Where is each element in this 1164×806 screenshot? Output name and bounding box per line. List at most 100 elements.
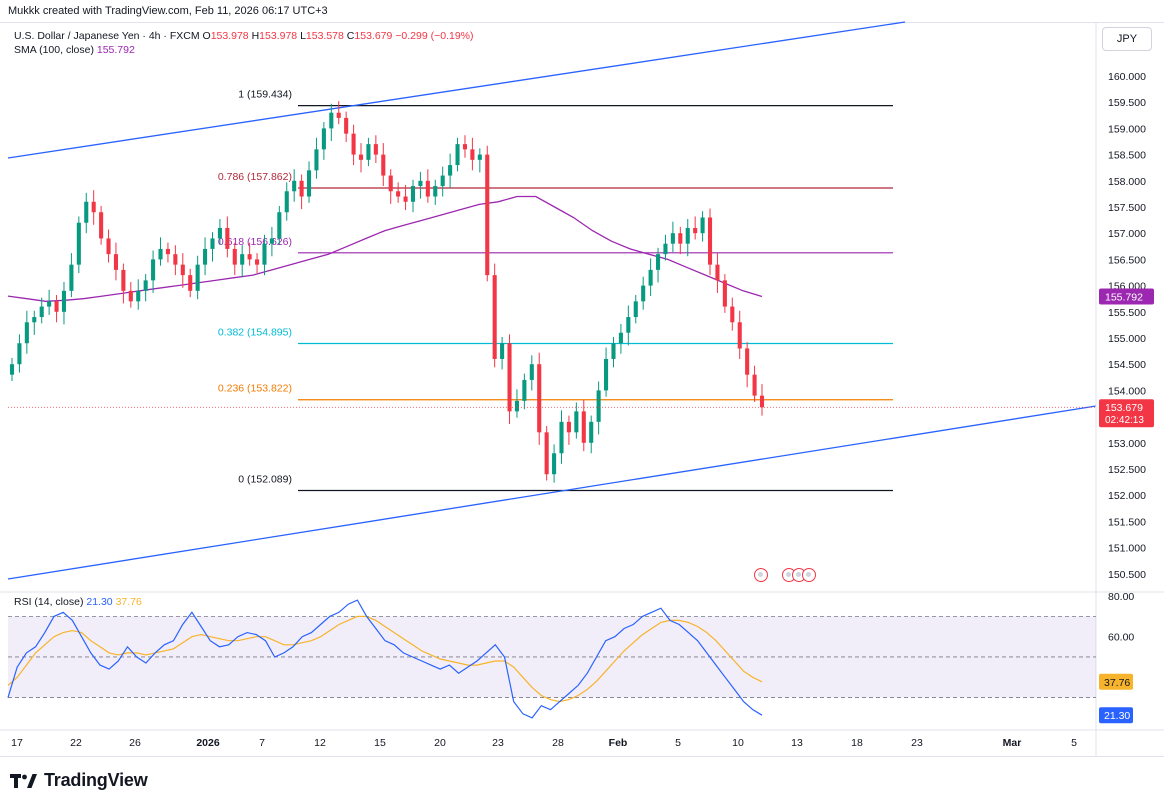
- candle: [344, 111, 349, 143]
- sma-value: 155.792: [96, 44, 135, 56]
- low-value: 153.578: [305, 30, 344, 42]
- candle-body: [329, 112, 334, 129]
- candle-body: [225, 227, 230, 249]
- candle: [633, 295, 638, 324]
- candle-body: [314, 149, 319, 171]
- candle: [17, 334, 22, 373]
- price-tick-label: 154.500: [1108, 359, 1146, 371]
- candle-body: [418, 180, 423, 187]
- candle-body: [255, 259, 260, 265]
- tradingview-logo: TradingView: [10, 770, 148, 791]
- candle: [299, 174, 304, 210]
- candle-body: [306, 170, 312, 197]
- candle: [492, 263, 497, 368]
- candle: [730, 297, 735, 331]
- time-tick-label: 23: [911, 737, 923, 749]
- candle-body: [655, 254, 661, 270]
- candle: [292, 169, 297, 202]
- rsi-label: RSI (14, close): [14, 596, 84, 608]
- candle: [32, 310, 37, 335]
- candle-body: [9, 364, 15, 375]
- candle: [336, 101, 341, 125]
- candle-body: [670, 233, 675, 244]
- time-axis[interactable]: 17 22 26 2026 7 12 15 20 23 28 Feb 5 10 13 18 23 Mar 5: [0, 729, 1164, 749]
- candle-body: [492, 275, 497, 359]
- economic-event-icons[interactable]: [754, 568, 768, 582]
- candle-body: [604, 358, 609, 391]
- price-tick-label: 155.500: [1108, 307, 1146, 319]
- candle: [522, 373, 527, 410]
- fib-retracement[interactable]: 1 (159.434)0.786 (157.862)0.618 (156.626…: [218, 89, 893, 492]
- candle: [455, 137, 460, 172]
- footer-bar: [0, 756, 1164, 806]
- candle: [321, 122, 326, 160]
- candle-body: [277, 212, 282, 239]
- trend-channel[interactable]: [7, 21, 1097, 580]
- candle-body: [188, 275, 193, 291]
- price-tick-label: 159.500: [1108, 97, 1146, 109]
- candle: [136, 279, 141, 310]
- candle-body: [745, 348, 750, 375]
- candle-body: [581, 411, 586, 443]
- candle: [752, 365, 757, 402]
- candle-body: [366, 144, 371, 160]
- time-tick-label: 26: [129, 737, 141, 749]
- candle: [507, 334, 512, 424]
- candle-body: [485, 154, 490, 276]
- candle-body: [84, 201, 89, 223]
- candle: [143, 274, 148, 302]
- candle-body: [522, 379, 527, 401]
- candle: [255, 253, 260, 274]
- price-tick-label: 156.500: [1108, 254, 1146, 266]
- candle: [173, 245, 178, 276]
- currency-button[interactable]: JPY: [1102, 27, 1152, 51]
- candle-body: [69, 264, 74, 291]
- price-tick-label: 154.000: [1108, 385, 1146, 397]
- candle-body: [240, 254, 245, 265]
- attribution-text: Mukkk created with TradingView.com, Feb …: [8, 5, 328, 17]
- tradingview-logo-icon: [10, 773, 37, 788]
- price-tick-label: 155.000: [1108, 333, 1146, 345]
- candle: [462, 135, 468, 158]
- candle: [418, 171, 423, 199]
- event-icon[interactable]: [802, 568, 816, 582]
- candle: [366, 137, 371, 167]
- candle-body: [158, 248, 163, 260]
- candle: [76, 216, 81, 274]
- candle-body: [544, 432, 549, 475]
- candle-body: [470, 149, 475, 160]
- candle-body: [321, 128, 326, 150]
- price-axis[interactable]: 160.000 159.500 159.000 158.500 158.000 157.5…: [8, 22, 1154, 756]
- candle: [722, 274, 727, 313]
- candle: [448, 153, 453, 189]
- candle-body: [633, 301, 638, 318]
- candle-body: [180, 264, 185, 276]
- candle: [121, 263, 126, 304]
- time-tick-label: 12: [314, 737, 326, 749]
- candle-body: [217, 227, 222, 239]
- candle: [529, 355, 534, 391]
- candle-body: [17, 343, 22, 365]
- candle: [47, 289, 52, 315]
- candle-body: [685, 227, 690, 244]
- candle: [552, 444, 557, 483]
- time-tick-label: 17: [11, 737, 23, 749]
- candle-body: [373, 144, 378, 155]
- event-icon[interactable]: [754, 568, 768, 582]
- open-value: 153.978: [210, 30, 249, 42]
- candle: [277, 205, 282, 245]
- time-tick-label: 18: [851, 737, 863, 749]
- price-tick-label: 151.000: [1108, 543, 1146, 555]
- rsi-ma-tag-text: 37.76: [1104, 677, 1130, 689]
- candle-body: [448, 165, 453, 176]
- candle: [225, 216, 230, 258]
- candle-body: [351, 133, 356, 155]
- candle: [24, 310, 29, 354]
- time-tick-label: Feb: [609, 737, 628, 749]
- candle-body: [477, 154, 482, 160]
- candle-body: [537, 364, 542, 433]
- candle: [180, 253, 185, 288]
- tradingview-logo-text: TradingView: [44, 770, 148, 790]
- economic-event-icons-group[interactable]: [782, 568, 816, 582]
